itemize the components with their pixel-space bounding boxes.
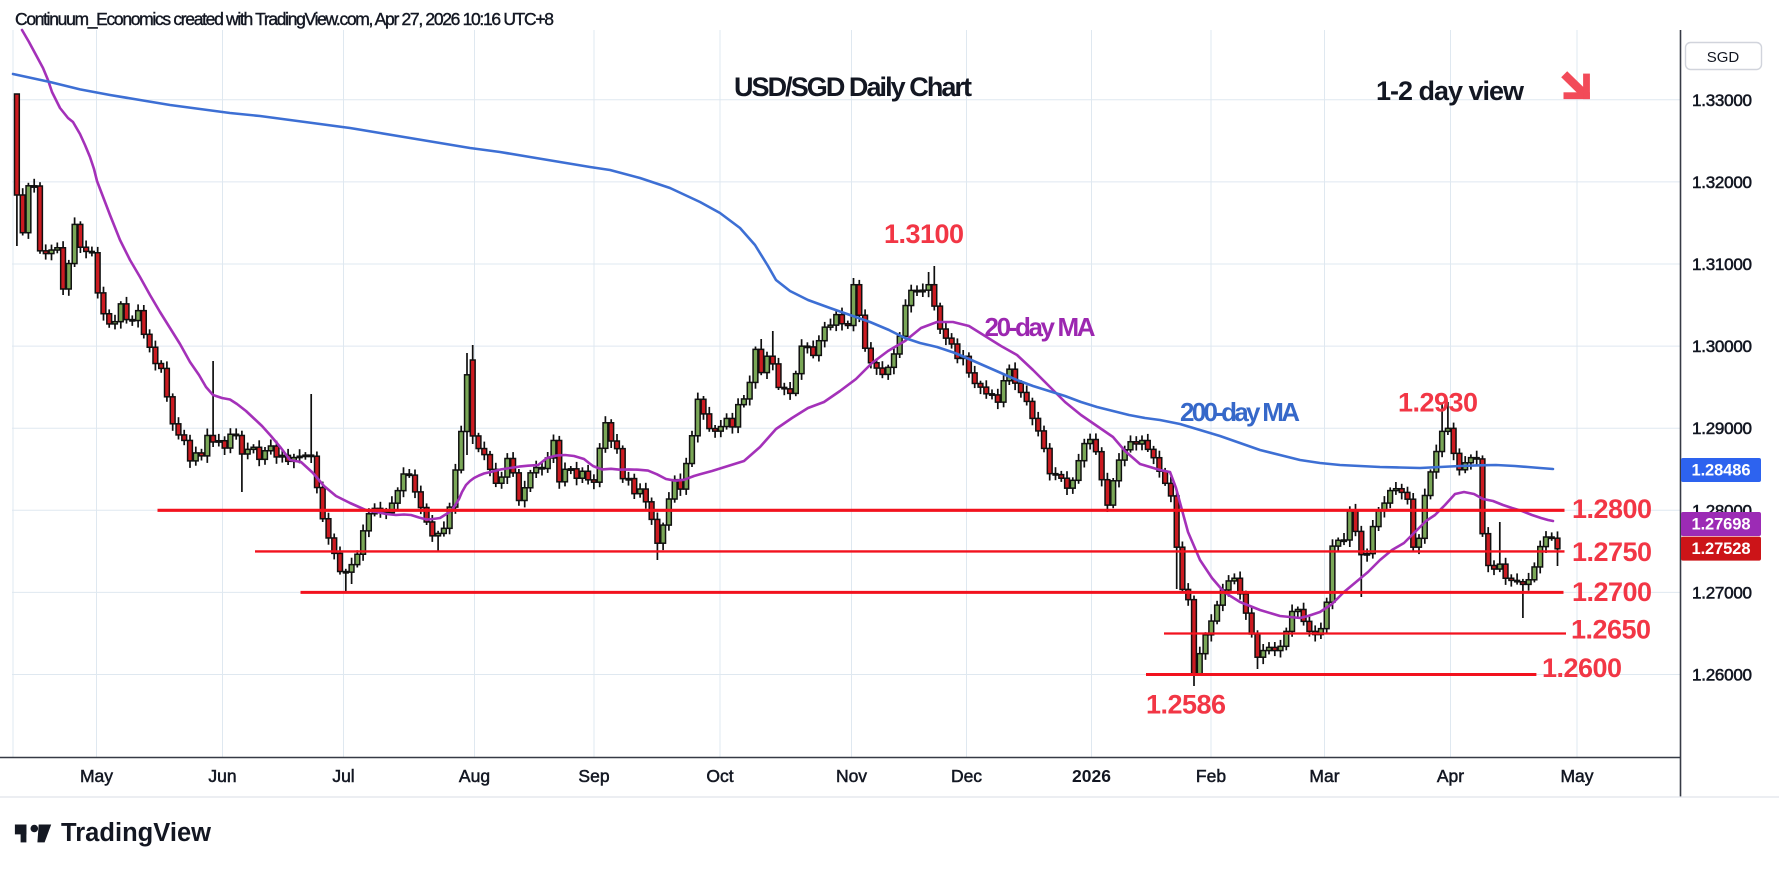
svg-text:1.31000: 1.31000 <box>1692 255 1752 274</box>
svg-text:TradingView: TradingView <box>61 819 211 847</box>
svg-text:SGD: SGD <box>1707 49 1740 66</box>
svg-text:1.2600: 1.2600 <box>1542 653 1622 683</box>
svg-text:1.33000: 1.33000 <box>1692 91 1752 110</box>
svg-text:1.2586: 1.2586 <box>1146 690 1226 720</box>
svg-text:Feb: Feb <box>1196 766 1226 786</box>
svg-text:1.27698: 1.27698 <box>1692 516 1751 534</box>
svg-text:200-day MA: 200-day MA <box>1180 397 1300 427</box>
svg-text:1.27528: 1.27528 <box>1692 540 1751 558</box>
svg-text:Sep: Sep <box>578 766 609 786</box>
svg-text:Apr: Apr <box>1437 766 1464 786</box>
svg-text:Aug: Aug <box>459 766 490 786</box>
svg-text:1.26000: 1.26000 <box>1692 666 1752 685</box>
svg-text:Oct: Oct <box>706 766 733 786</box>
svg-text:2026: 2026 <box>1072 766 1111 786</box>
svg-text:Jul: Jul <box>332 766 354 786</box>
svg-text:1.30000: 1.30000 <box>1692 337 1752 356</box>
svg-text:1.28486: 1.28486 <box>1692 462 1751 480</box>
svg-text:Nov: Nov <box>836 766 867 786</box>
svg-text:1.2800: 1.2800 <box>1572 494 1652 524</box>
svg-text:Jun: Jun <box>208 766 236 786</box>
svg-text:1.3100: 1.3100 <box>884 219 964 249</box>
svg-text:1.2650: 1.2650 <box>1571 615 1651 645</box>
svg-text:1.32000: 1.32000 <box>1692 173 1752 192</box>
svg-text:1.2930: 1.2930 <box>1398 388 1478 418</box>
svg-text:Mar: Mar <box>1309 766 1339 786</box>
svg-text:May: May <box>80 766 113 786</box>
svg-text:Continuum_Economics created wi: Continuum_Economics created with Trading… <box>15 9 554 30</box>
svg-text:May: May <box>1560 766 1593 786</box>
svg-text:1.27000: 1.27000 <box>1692 583 1752 602</box>
svg-text:1-2 day view: 1-2 day view <box>1376 76 1525 106</box>
svg-text:Dec: Dec <box>951 766 982 786</box>
svg-text:1.2750: 1.2750 <box>1572 537 1652 567</box>
svg-text:20-day MA: 20-day MA <box>985 312 1096 342</box>
svg-text:1.2700: 1.2700 <box>1572 577 1652 607</box>
svg-text:USD/SGD Daily Chart: USD/SGD Daily Chart <box>734 72 972 102</box>
svg-text:1.29000: 1.29000 <box>1692 419 1752 438</box>
